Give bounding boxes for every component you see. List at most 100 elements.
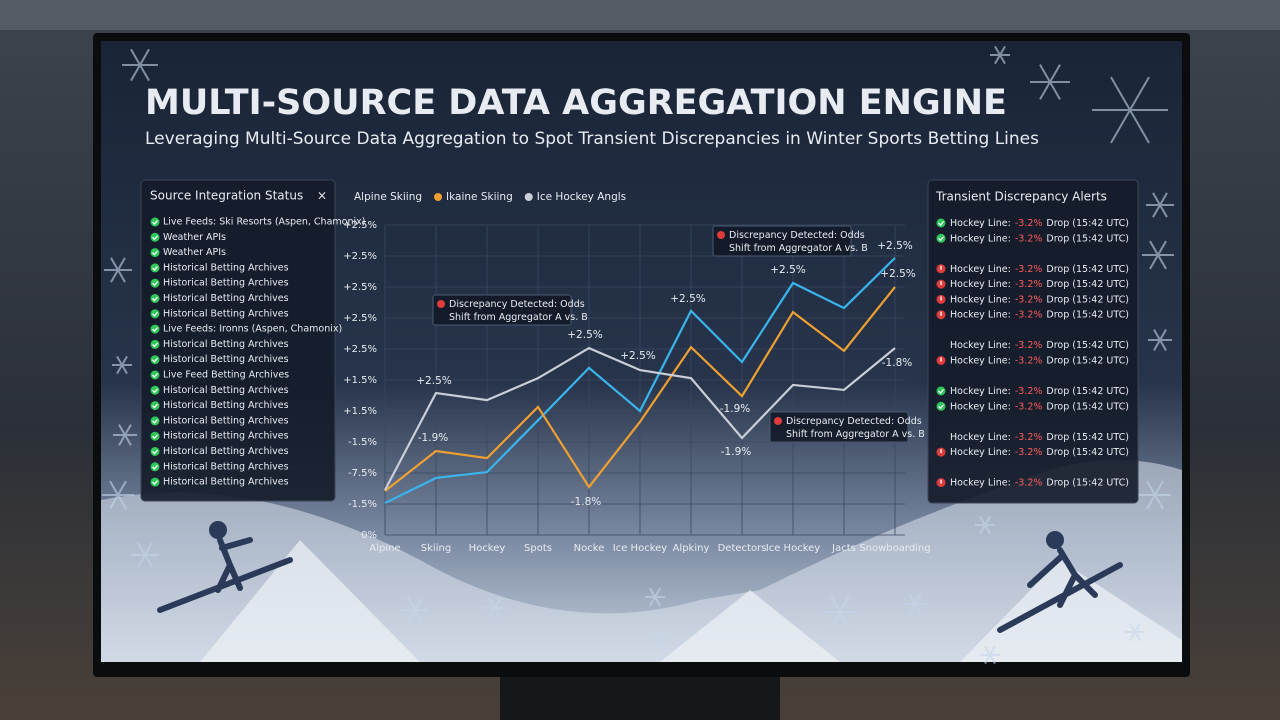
alert-label: Hockey Line: xyxy=(950,401,1011,412)
alert-label: Hockey Line: xyxy=(950,431,1011,442)
bang xyxy=(940,357,942,362)
status-icon xyxy=(936,401,946,411)
source-item: Historical Betting Archives xyxy=(163,262,289,273)
subtitle: Leveraging Multi-Source Data Aggregation… xyxy=(145,129,1039,149)
snowflake xyxy=(112,355,132,375)
status-icon xyxy=(150,324,160,334)
check xyxy=(152,327,158,333)
alert-detail: Drop (15:42 UTC) xyxy=(1046,431,1129,442)
alert-item: Hockey Line: -3.2% Drop (15:42 UTC) xyxy=(950,431,1129,442)
alert-label: Hockey Line: xyxy=(950,233,1011,244)
alert-item: Hockey Line: -3.2% Drop (15:42 UTC) xyxy=(950,233,1129,244)
check xyxy=(152,250,158,256)
status-icon xyxy=(150,232,160,242)
alert-item: Hockey Line: -3.2% Drop (15:42 UTC) xyxy=(950,386,1129,397)
alert-item: Hockey Line: -3.2% Drop (15:42 UTC) xyxy=(950,309,1129,320)
status-icon xyxy=(936,218,946,228)
alert-change: -3.2% xyxy=(1015,477,1043,488)
source-item: Live Feeds: Ski Resorts (Aspen, Chamonix… xyxy=(163,217,365,228)
snowflake xyxy=(122,48,158,82)
source-item: Historical Betting Archives xyxy=(163,477,289,488)
status-icon xyxy=(150,416,160,426)
check xyxy=(152,296,158,302)
source-item: Historical Betting Archives xyxy=(163,431,289,442)
alert-detail: Drop (15:42 UTC) xyxy=(1046,401,1129,412)
source-item: Historical Betting Archives xyxy=(163,278,289,289)
annotation: +2.5% xyxy=(880,268,915,280)
source-item: Historical Betting Archives xyxy=(163,354,289,365)
alert-item: Hockey Line: -3.2% Drop (15:42 UTC) xyxy=(950,447,1129,458)
alert-detail: Drop (15:42 UTC) xyxy=(1046,386,1129,397)
snowflake xyxy=(483,597,507,619)
status-icon xyxy=(150,217,160,227)
check xyxy=(152,434,158,440)
snowflake xyxy=(1092,76,1168,144)
source-item: Historical Betting Archives xyxy=(163,400,289,411)
series-line xyxy=(384,257,896,505)
alert-label: Hockey Line: xyxy=(950,386,1011,397)
alert-change: -3.2% xyxy=(1015,218,1043,229)
skier-left xyxy=(157,521,293,613)
x-tick-label: Ice Hockey xyxy=(766,543,821,554)
snowflake xyxy=(990,45,1010,65)
bang xyxy=(940,479,942,484)
callout-text: Discrepancy Detected: Odds Shift from Agg… xyxy=(729,230,868,254)
snowflake xyxy=(401,597,429,623)
alert-item: Hockey Line: -3.2% Drop (15:42 UTC) xyxy=(950,401,1129,412)
check xyxy=(938,221,944,226)
alert-item: Hockey Line: -3.2% Drop (15:42 UTC) xyxy=(950,263,1129,274)
snowflake xyxy=(1030,64,1070,100)
alert-change: -3.2% xyxy=(1015,447,1043,458)
alert-change: -3.2% xyxy=(1015,355,1043,366)
check xyxy=(152,235,158,241)
snowflake xyxy=(113,424,137,446)
status-icon xyxy=(936,233,946,243)
callout-box xyxy=(769,411,909,443)
alert-item: Hockey Line: -3.2% Drop (15:42 UTC) xyxy=(950,294,1129,305)
check xyxy=(152,418,158,424)
status-icon xyxy=(150,248,160,258)
status-icon xyxy=(150,370,160,380)
y-tick-label: +2.5% xyxy=(343,313,377,324)
alert-change: -3.2% xyxy=(1015,233,1043,244)
snowflake xyxy=(980,645,1000,665)
check xyxy=(938,404,944,410)
alert-detail: Drop (15:42 UTC) xyxy=(1046,233,1129,244)
alerts-title: Transient Discrepancy Alerts xyxy=(935,190,1107,204)
source-item: Weather APIs xyxy=(163,232,226,243)
snowflake xyxy=(1142,240,1174,270)
x-tick-label: Nocke xyxy=(574,543,605,554)
alert-change: -3.2% xyxy=(1015,294,1043,305)
x-tick-label: Spots xyxy=(524,543,552,554)
source-item: Historical Betting Archives xyxy=(163,461,289,472)
status-icon xyxy=(150,462,160,472)
bang xyxy=(940,449,942,454)
callout-box xyxy=(712,225,852,257)
callout-box xyxy=(432,294,572,326)
check xyxy=(152,357,158,363)
alert-detail: Drop (15:42 UTC) xyxy=(1046,355,1129,366)
alert-item: Hockey Line: -3.2% Drop (15:42 UTC) xyxy=(950,477,1129,488)
close-button[interactable]: × xyxy=(317,189,327,203)
check xyxy=(152,373,158,378)
alert-detail: Drop (15:42 UTC) xyxy=(1046,263,1129,274)
alert-detail: Drop (15:42 UTC) xyxy=(1046,340,1129,351)
check xyxy=(152,281,158,287)
check xyxy=(938,389,944,394)
y-tick-label: -1.5% xyxy=(348,499,377,510)
monitor-stand xyxy=(500,675,780,720)
bang xyxy=(940,311,942,316)
legend-label: Alpine Skiing xyxy=(354,191,422,203)
legend-swatch xyxy=(434,193,443,201)
alert-label: Hockey Line: xyxy=(950,279,1011,290)
source-item: Historical Betting Archives xyxy=(163,415,289,426)
alert-label: Hockey Line: xyxy=(950,340,1011,351)
alert-detail: Drop (15:42 UTC) xyxy=(1046,294,1129,305)
y-tick-label: +2.5% xyxy=(343,251,377,262)
x-tick-label: Snowboarding xyxy=(859,543,930,554)
callout-text: Discrepancy Detected: Odds Shift from Agg… xyxy=(786,416,925,440)
snowflake xyxy=(645,587,665,607)
status-icon xyxy=(936,386,946,396)
alert-detail: Drop (15:42 UTC) xyxy=(1046,309,1129,320)
